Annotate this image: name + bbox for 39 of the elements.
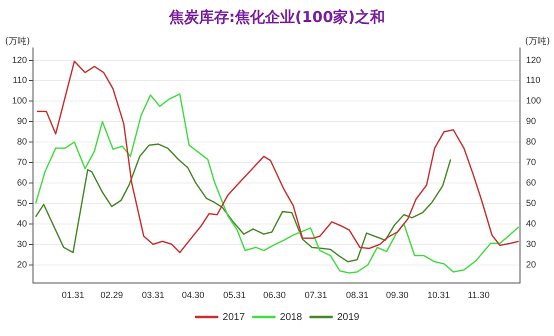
y2-tick-label: 30 xyxy=(526,238,536,249)
x-tick-label: 02.29 xyxy=(100,290,123,300)
x-tick-label: 09.30 xyxy=(386,290,409,300)
y2-tick-label: 100 xyxy=(526,96,542,106)
y-tick-label: 30 xyxy=(16,238,27,249)
y-tick-label: 120 xyxy=(12,54,27,65)
x-tick-label: 01.31 xyxy=(62,290,84,300)
legend-label: 2018 xyxy=(280,312,303,323)
y-tick-label: 80 xyxy=(16,136,27,147)
y-axis-title: (万吨) xyxy=(5,36,30,47)
y-tick-label: 100 xyxy=(12,96,27,106)
y2-tick-label: 50 xyxy=(526,198,536,208)
y2-tick-label: 60 xyxy=(526,177,536,188)
legend-label: 2019 xyxy=(337,312,360,323)
y-tick-label: 50 xyxy=(16,198,27,208)
y2-axis-title: (万吨) xyxy=(524,36,550,47)
y-tick-label: 90 xyxy=(16,116,27,126)
y-tick-label: 20 xyxy=(16,259,27,270)
y-tick-label: 40 xyxy=(16,218,27,228)
y2-tick-label: 40 xyxy=(526,218,536,228)
y2-tick-label: 110 xyxy=(526,75,540,86)
x-tick-label: 06.30 xyxy=(263,290,286,300)
x-tick-label: 08.31 xyxy=(346,290,368,300)
x-tick-label: 10.31 xyxy=(427,290,450,300)
y-tick-label: 70 xyxy=(16,157,27,168)
x-tick-label: 05.31 xyxy=(223,290,246,300)
y2-tick-label: 120 xyxy=(526,54,542,65)
x-tick-label: 11.30 xyxy=(468,290,490,300)
y-tick-label: 110 xyxy=(12,75,27,86)
x-tick-label: 07.31 xyxy=(304,290,328,300)
y-tick-label: 60 xyxy=(16,177,27,188)
y2-tick-label: 90 xyxy=(526,116,536,126)
y2-tick-label: 80 xyxy=(526,136,536,147)
x-tick-label: 03.31 xyxy=(142,290,164,300)
x-tick-label: 04.30 xyxy=(182,290,204,300)
y2-tick-label: 70 xyxy=(526,157,536,168)
chart-title: 焦炭库存:焦化企业(100家)之和 xyxy=(168,8,386,27)
y2-tick-label: 20 xyxy=(526,259,536,270)
legend-label: 2017 xyxy=(222,312,246,323)
